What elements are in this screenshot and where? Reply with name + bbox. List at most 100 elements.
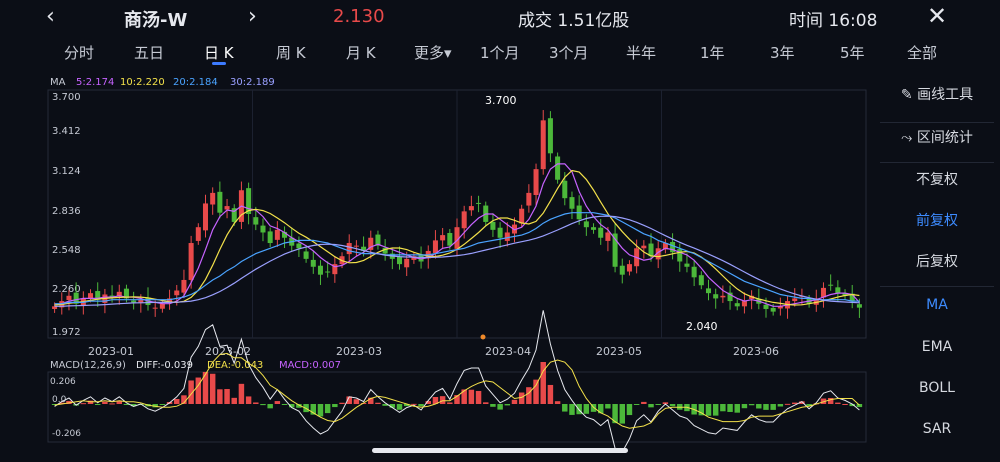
macd-bar: [576, 404, 582, 415]
close-icon[interactable]: ✕: [927, 2, 948, 30]
candle-body: [763, 304, 769, 309]
candle-body: [260, 225, 266, 233]
candle-body: [159, 303, 165, 309]
macd-bar: [346, 396, 352, 404]
macd-bar: [174, 398, 180, 404]
volume-text: 成交 1.51亿股: [518, 11, 630, 31]
macd-bar: [504, 404, 511, 406]
macd-bar: [418, 404, 424, 407]
candle-body: [246, 188, 252, 214]
x-tick: 2023-06: [733, 345, 779, 358]
tab-5-year[interactable]: 5年: [840, 44, 865, 62]
macd-bar: [490, 404, 496, 407]
macd-bar: [583, 404, 590, 414]
candle-body: [691, 266, 697, 278]
tab-3-month[interactable]: 3个月: [549, 44, 589, 62]
y-tick: 1.972: [52, 327, 81, 338]
macd-bar: [116, 401, 122, 404]
no-adjust-button[interactable]: 不复权: [916, 172, 958, 188]
tab-half-year[interactable]: 半年: [626, 44, 657, 62]
macd-tick: 0.206: [50, 377, 76, 387]
candle-body: [504, 232, 510, 241]
macd-bar: [296, 404, 302, 408]
tab-intraday[interactable]: 分时: [64, 44, 95, 62]
macd-bar: [669, 404, 676, 407]
side-menu: ✎ 画线工具 ⤳ 区间统计 不复权 前复权 后复权 MA EMA BOLL SA…: [874, 74, 1000, 462]
chart-area[interactable]: MA 5:2.174 10:2.220 20:2.184 30:2.189 3.…: [0, 66, 868, 462]
ma-indicator-button[interactable]: MA: [926, 297, 948, 313]
macd-bar: [217, 389, 223, 404]
chevron-right-icon[interactable]: ›: [248, 4, 257, 29]
candle-body: [231, 208, 237, 222]
macd-bar: [533, 379, 539, 404]
candle-body: [648, 243, 654, 257]
candle-body: [727, 292, 733, 302]
macd-bar: [231, 397, 237, 404]
tab-1-month[interactable]: 1个月: [480, 44, 520, 62]
macd-bar: [432, 397, 439, 404]
macd-bar: [734, 404, 740, 413]
macd-bar: [209, 373, 216, 404]
x-tick: 2023-04: [485, 345, 531, 358]
macd-bar: [461, 389, 467, 404]
macd-bar: [698, 404, 705, 416]
macd-bar: [360, 403, 367, 405]
backward-adjust-button[interactable]: 后复权: [916, 254, 958, 270]
macd-bar: [777, 404, 784, 407]
candle-body: [224, 206, 230, 210]
ema-indicator-button[interactable]: EMA: [921, 339, 953, 355]
macd-bar: [526, 387, 532, 404]
candle-body: [770, 307, 776, 312]
candle-body: [835, 287, 841, 294]
tab-3-year[interactable]: 3年: [770, 44, 795, 62]
x-tick: 2023-03: [336, 345, 382, 358]
tab-1-year[interactable]: 1年: [700, 44, 725, 62]
y-tick: 2.260: [52, 284, 81, 295]
macd-bar: [468, 389, 475, 404]
chevron-left-icon[interactable]: ‹: [46, 4, 55, 29]
candle-body: [461, 211, 467, 229]
tab-five-day[interactable]: 五日: [134, 44, 165, 62]
kline-chart[interactable]: MA 5:2.174 10:2.220 20:2.184 30:2.189 3.…: [0, 66, 868, 462]
macd-bar: [626, 404, 633, 416]
macd-bar: [224, 389, 230, 404]
macd-bar: [454, 395, 460, 404]
tab-weekly-k[interactable]: 周 K: [276, 44, 306, 62]
forward-adjust-button[interactable]: 前复权: [916, 213, 958, 229]
ma5-line: [54, 163, 860, 307]
drawing-tools-button[interactable]: ✎ 画线工具: [874, 80, 1000, 110]
sar-indicator-button[interactable]: SAR: [922, 421, 952, 437]
high-annotation: 3.700: [485, 94, 517, 107]
macd-histogram: [51, 310, 863, 453]
macd-bar: [274, 401, 281, 404]
tab-monthly-k[interactable]: 月 K: [346, 44, 376, 62]
candle-body: [555, 156, 561, 180]
tab-all[interactable]: 全部: [907, 44, 938, 62]
macd-bar: [633, 404, 640, 405]
dea-legend: DEA:-0.043: [207, 360, 263, 371]
macd-bar: [820, 398, 827, 404]
tab-more[interactable]: 更多▾: [414, 44, 452, 62]
diff-legend: DIFF:-0.039: [136, 360, 193, 371]
candle-body: [792, 298, 798, 302]
candle-body: [828, 284, 834, 286]
x-tick: 2023-05: [596, 345, 642, 358]
candle-body: [619, 265, 625, 275]
candle-body: [325, 271, 331, 273]
tab-daily-k[interactable]: 日 K: [204, 44, 234, 62]
macd-bar: [835, 402, 841, 404]
macd-bar: [202, 371, 209, 404]
macd-bar: [792, 402, 798, 404]
macd-bar: [368, 397, 374, 404]
candle-body: [591, 227, 597, 230]
ma20-legend: 20:2.184: [173, 77, 218, 88]
event-marker[interactable]: [480, 334, 486, 340]
boll-indicator-button[interactable]: BOLL: [919, 380, 955, 396]
ma5-legend: 5:2.174: [76, 77, 114, 88]
range-stats-button[interactable]: ⤳ 区间统计: [874, 123, 1000, 153]
macd-bar: [705, 404, 712, 416]
candle-body: [454, 227, 460, 249]
candle-body: [174, 290, 180, 296]
candle-body: [612, 233, 618, 267]
candle-body: [353, 245, 359, 247]
